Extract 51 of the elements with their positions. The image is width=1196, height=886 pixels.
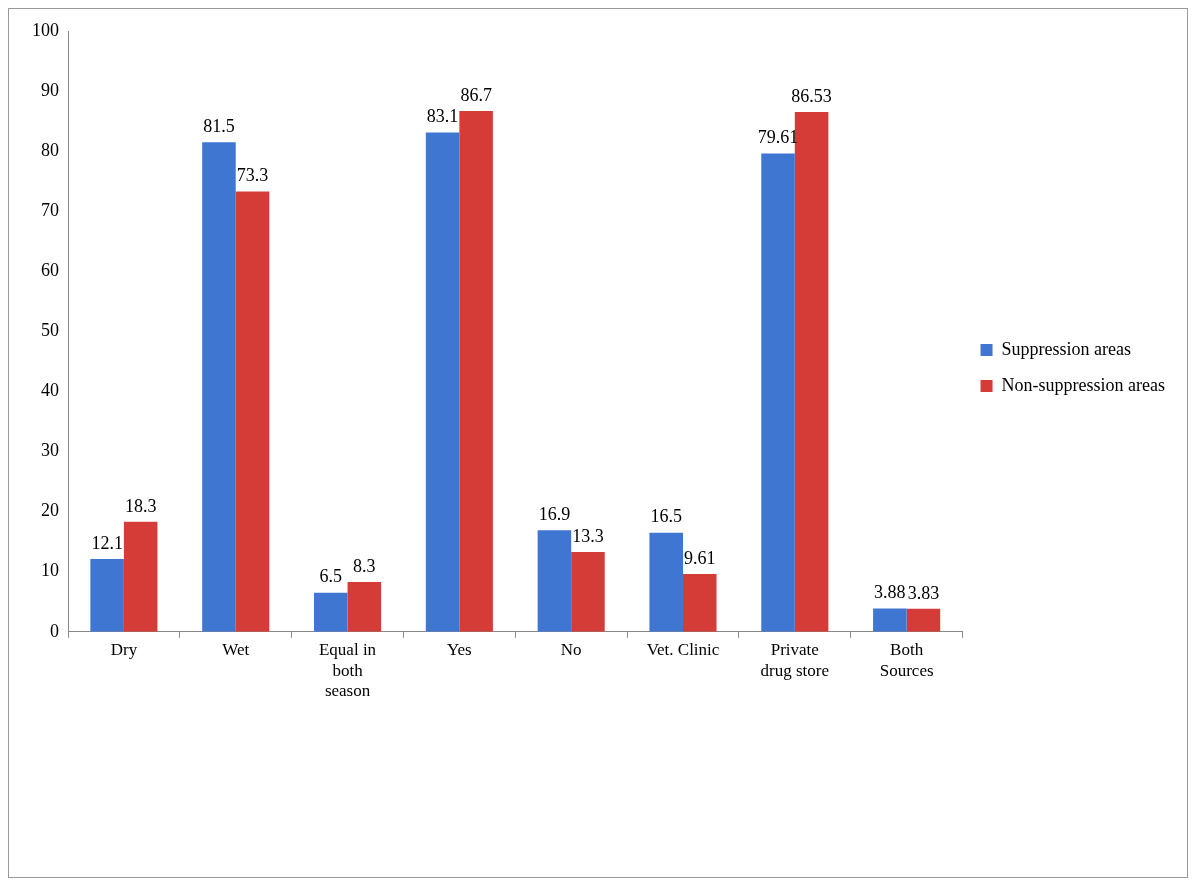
y-tick-label: 10 <box>41 560 59 581</box>
bar <box>202 142 236 632</box>
data-label: 16.9 <box>538 504 571 524</box>
y-tick-label: 30 <box>41 440 59 461</box>
bar <box>649 532 683 632</box>
data-label: 16.5 <box>650 506 682 527</box>
bar <box>235 191 270 632</box>
data-label: 3.88 <box>874 582 906 603</box>
bar <box>90 559 124 632</box>
data-label: 8.3 <box>353 555 376 576</box>
y-tick-label: 0 <box>50 620 59 641</box>
data-label: 3.83 <box>907 582 940 603</box>
y-tick-label: 50 <box>41 320 59 341</box>
legend-label: Suppression areas <box>1001 338 1132 359</box>
data-label: 73.3 <box>236 165 269 186</box>
bar <box>425 132 460 632</box>
x-tick-label: Wet <box>222 640 250 660</box>
data-label: 12.1 <box>91 532 123 553</box>
data-label: 9.61 <box>684 547 716 568</box>
y-tick-label: 80 <box>41 139 59 160</box>
x-tick-label: Dry <box>110 640 138 660</box>
bar <box>683 574 717 632</box>
x-tick-label: Private drug store <box>760 640 830 680</box>
data-label: 6.5 <box>319 566 343 587</box>
data-label: 81.5 <box>203 115 235 136</box>
bar <box>347 581 382 632</box>
bar <box>761 153 795 632</box>
data-label: 83.1 <box>426 106 459 127</box>
data-label: 86.53 <box>791 85 832 106</box>
bar <box>571 551 605 632</box>
legend-label: Non-suppression areas <box>1001 374 1166 395</box>
bar <box>314 592 348 632</box>
x-tick-label: Equal in both season <box>318 640 377 701</box>
y-tick-label: 100 <box>32 19 59 40</box>
y-tick-label: 40 <box>41 380 59 401</box>
bar <box>873 608 907 632</box>
y-tick-label: 70 <box>41 199 59 220</box>
x-tick-label: Both Sources <box>879 640 934 680</box>
bar <box>123 521 158 632</box>
data-label: 13.3 <box>572 525 604 546</box>
x-tick-label: Vet. Clinic <box>646 640 720 660</box>
data-label: 86.7 <box>460 84 492 105</box>
y-tick-label: 20 <box>41 500 59 521</box>
bar <box>459 110 493 632</box>
bar <box>906 608 941 632</box>
x-tick-label: No <box>560 640 582 660</box>
y-tick-label: 60 <box>41 260 59 281</box>
bar <box>537 530 572 632</box>
x-tick-label: Yes <box>446 640 472 660</box>
y-tick-label: 90 <box>41 79 59 100</box>
data-label: 18.3 <box>124 495 157 516</box>
